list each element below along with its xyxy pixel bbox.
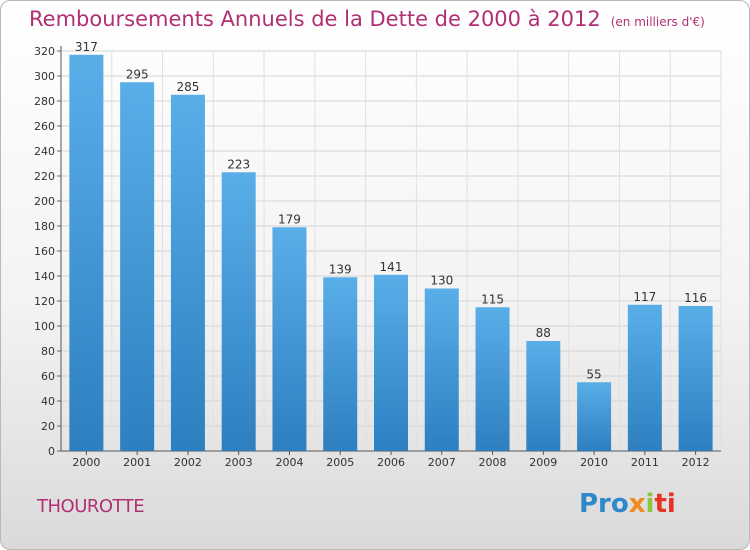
bars [69, 54, 713, 451]
y-tick-label: 60 [41, 370, 55, 383]
data-label: 55 [586, 367, 601, 381]
y-tick-label: 120 [34, 295, 55, 308]
x-tick-label: 2008 [479, 456, 507, 469]
bar [323, 277, 358, 451]
data-label: 317 [75, 40, 98, 54]
y-tick-label: 40 [41, 395, 55, 408]
x-tick-label: 2003 [225, 456, 253, 469]
logo-part-2: x [628, 489, 646, 519]
data-label: 223 [227, 157, 250, 171]
y-tick-label: 300 [34, 70, 55, 83]
bar [526, 341, 561, 451]
data-labels: 317 295 285 223 179 139 141 130 115 88 55 117 116 [75, 40, 707, 382]
bar [120, 82, 155, 451]
x-tick-label: 2012 [682, 456, 710, 469]
y-tick-label: 160 [34, 245, 55, 258]
x-tick-label: 2009 [529, 456, 557, 469]
bar [577, 382, 612, 451]
bar [424, 288, 459, 451]
chart-subtitle: (en milliers d'€) [610, 15, 705, 29]
data-label: 285 [176, 80, 199, 94]
bar [678, 306, 713, 451]
data-label: 117 [633, 290, 656, 304]
y-tick-label: 180 [34, 220, 55, 233]
y-tick-label: 80 [41, 345, 55, 358]
y-tick-label: 100 [34, 320, 55, 333]
bar [272, 227, 307, 451]
logo-part-1: Pro [579, 489, 629, 519]
bar [69, 54, 104, 451]
y-tick-label: 320 [34, 45, 55, 58]
commune-name: THOUROTTE [37, 496, 145, 517]
data-label: 116 [684, 291, 707, 305]
data-label: 88 [536, 326, 551, 340]
y-tick-label: 20 [41, 420, 55, 433]
proxiti-logo: Proxiti [579, 489, 676, 519]
x-tick-label: 2004 [275, 456, 303, 469]
bar [170, 94, 205, 451]
bar [475, 307, 510, 451]
x-tick-label: 2005 [326, 456, 354, 469]
data-label: 295 [126, 67, 149, 81]
y-tick-label: 280 [34, 95, 55, 108]
x-tick-label: 2006 [377, 456, 405, 469]
data-label: 141 [380, 260, 403, 274]
data-label: 130 [430, 274, 453, 288]
data-label: 115 [481, 292, 504, 306]
x-tick-label: 2007 [428, 456, 456, 469]
y-tick-label: 200 [34, 195, 55, 208]
y-tick-label: 260 [34, 120, 55, 133]
y-tick-label: 220 [34, 170, 55, 183]
logo-part-3: i [645, 489, 655, 519]
bar-chart: 0 20 40 60 80 100 120 140 160 180 200 220 240 260 280 3… [34, 40, 722, 469]
x-tick-label: 2011 [631, 456, 659, 469]
chart-title-text: Remboursements Annuels de la Dette de 20… [29, 7, 601, 31]
data-label: 139 [329, 262, 352, 276]
bar [627, 304, 662, 451]
x-tick-label: 2001 [123, 456, 151, 469]
data-label: 179 [278, 212, 301, 226]
x-tick-label: 2010 [580, 456, 608, 469]
bar [374, 274, 408, 451]
x-tick-label: 2000 [72, 456, 100, 469]
y-tick-label: 0 [48, 445, 55, 458]
logo-part-4: ti [654, 489, 676, 519]
y-tick-label: 240 [34, 145, 55, 158]
y-tick-label: 140 [34, 270, 55, 283]
x-tick-label: 2002 [174, 456, 202, 469]
chart-title: Remboursements Annuels de la Dette de 20… [29, 7, 705, 31]
bar [221, 172, 256, 451]
axes: 0 20 40 60 80 100 120 140 160 180 200 220 240 260 280 3… [34, 45, 721, 469]
